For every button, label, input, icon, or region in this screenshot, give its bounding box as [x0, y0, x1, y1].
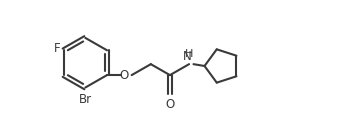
Text: O: O: [165, 98, 174, 111]
Text: O: O: [120, 69, 129, 82]
Text: Br: Br: [79, 93, 92, 106]
Text: N: N: [183, 50, 192, 63]
Text: F: F: [54, 42, 61, 55]
Text: H: H: [185, 49, 194, 59]
